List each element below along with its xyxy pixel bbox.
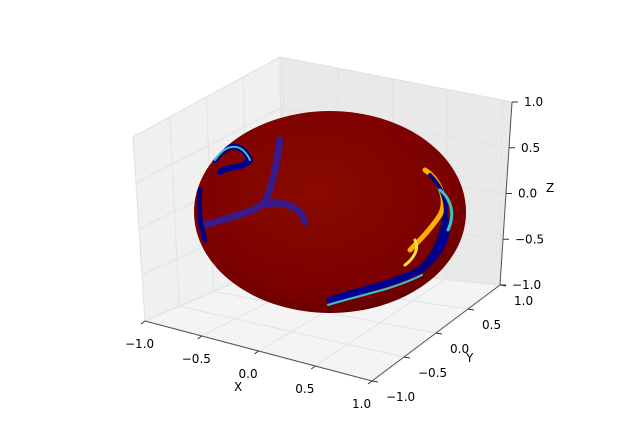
y-tick-label: −0.5 xyxy=(418,366,447,380)
z-grid-line-left xyxy=(132,56,281,138)
y-tick xyxy=(435,332,443,335)
y-tick xyxy=(403,356,411,359)
x-tick xyxy=(140,320,146,325)
z-tick-label: −1.0 xyxy=(512,278,541,292)
z-grid-line-left xyxy=(135,107,281,184)
x-tick-label: 0.0 xyxy=(239,367,258,381)
y-tick-label: 0.0 xyxy=(450,342,469,356)
y-tick xyxy=(467,308,475,311)
x-tick-label: −0.5 xyxy=(182,352,211,366)
y-tick xyxy=(499,284,507,287)
x-tick-label: −1.0 xyxy=(125,337,154,351)
y-tick-label: 1.0 xyxy=(514,294,533,308)
z-tick-label: 1.0 xyxy=(524,95,543,109)
y-tick-label: −1.0 xyxy=(386,390,415,404)
z-tick-label: 0.5 xyxy=(521,141,540,155)
x-axis-label: X xyxy=(234,380,242,394)
x-grid-line-back xyxy=(499,99,503,286)
x-tick xyxy=(310,365,316,370)
y-axis-label: Y xyxy=(465,351,474,365)
z-grid-line-back xyxy=(279,56,513,103)
x-tick-label: 0.5 xyxy=(295,382,314,396)
x-grid-line xyxy=(314,278,446,367)
sphere-surface xyxy=(194,111,466,313)
x-tick-label: 1.0 xyxy=(352,397,371,411)
x-tick xyxy=(197,335,203,340)
z-tick-label: 0.0 xyxy=(518,187,537,201)
z-axis-label: Z xyxy=(546,181,554,195)
x-tick xyxy=(254,350,259,355)
x-tick xyxy=(367,380,373,385)
y-tick-label: 0.5 xyxy=(482,318,501,332)
z-tick-label: −0.5 xyxy=(515,232,544,246)
y-tick xyxy=(371,380,379,383)
